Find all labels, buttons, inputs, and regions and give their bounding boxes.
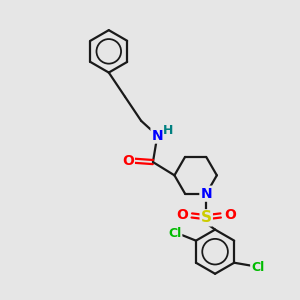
Text: Cl: Cl: [168, 227, 182, 240]
Text: O: O: [122, 154, 134, 168]
Text: N: N: [200, 187, 212, 201]
Text: O: O: [177, 208, 189, 223]
Text: N: N: [152, 129, 163, 142]
Text: S: S: [201, 210, 212, 225]
Text: Cl: Cl: [251, 261, 264, 274]
Text: H: H: [164, 124, 174, 137]
Text: O: O: [224, 208, 236, 223]
